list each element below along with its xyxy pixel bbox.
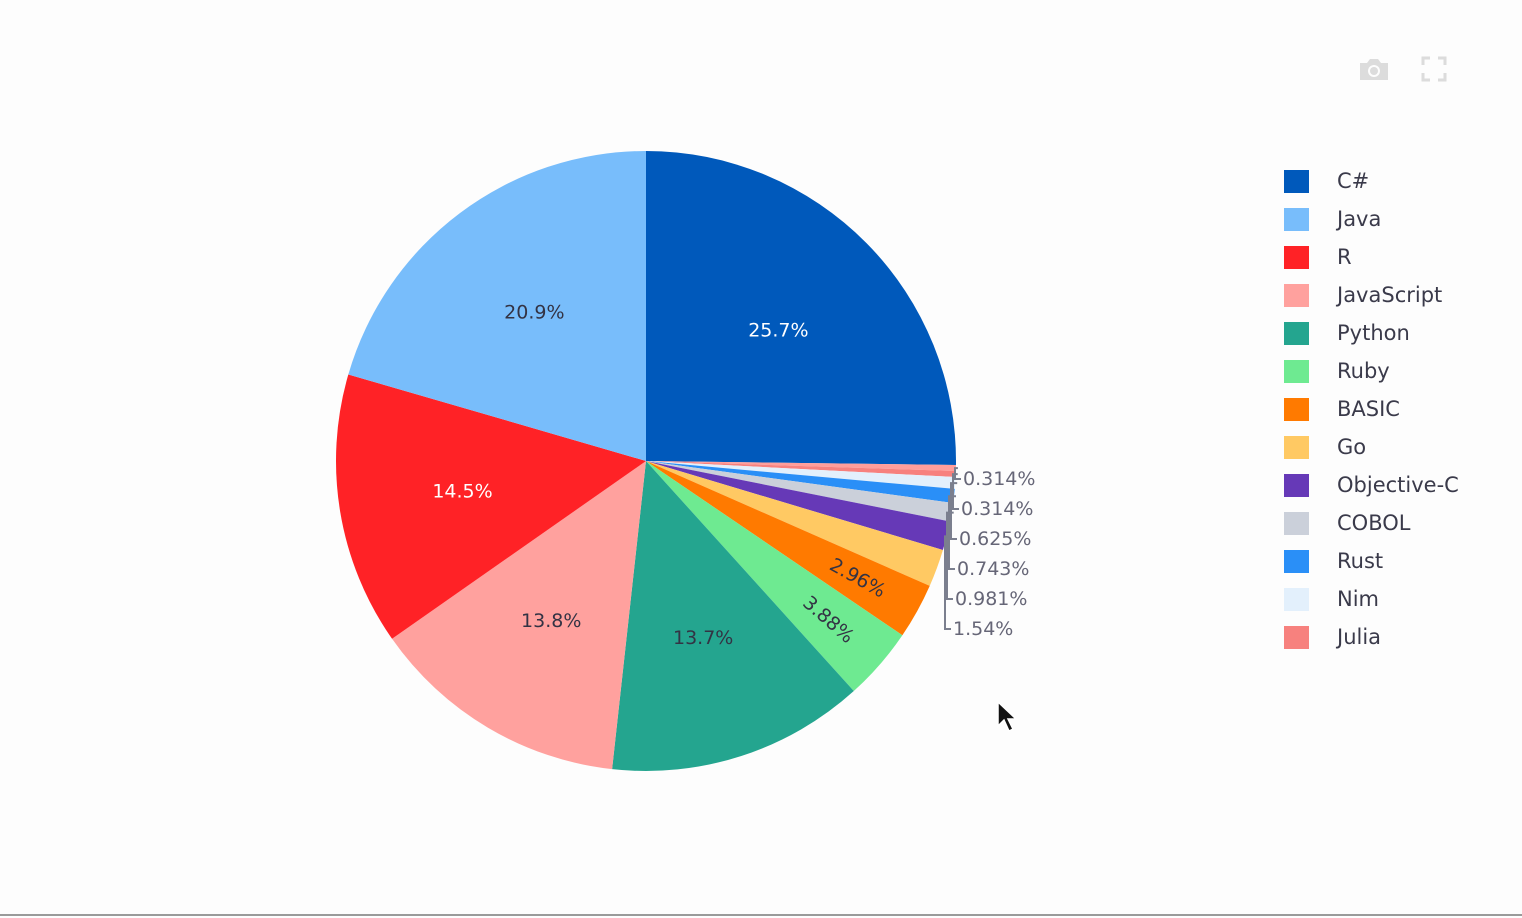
legend-item-c-[interactable]: C# (1284, 162, 1369, 200)
leader-line (946, 511, 954, 600)
slice-label-outside: 1.54% (953, 618, 1013, 640)
leader-line (944, 535, 951, 630)
legend-swatch (1284, 473, 1309, 497)
pie-slice-javascript[interactable] (392, 461, 646, 770)
pie-slice-nim[interactable] (646, 461, 956, 489)
slice-label-outside: 0.625% (959, 528, 1031, 550)
pie-slice-javascript[interactable] (646, 461, 956, 472)
leader-line (950, 482, 958, 540)
legend-item-ruby[interactable]: Ruby (1284, 352, 1390, 390)
fullscreen-button[interactable] (1417, 53, 1451, 85)
legend-item-objective-c[interactable]: Objective-C (1284, 466, 1459, 504)
legend-item-basic[interactable]: BASIC (1284, 390, 1400, 428)
legend-label: Python (1337, 321, 1410, 345)
outside-labels: 0.314% 0.314% 0.625% 0.743% 0.981% 1.54% (944, 467, 1035, 640)
legend-label: Go (1337, 435, 1367, 459)
legend-label: JavaScript (1337, 283, 1443, 307)
legend-swatch (1284, 435, 1309, 459)
pie-slice-go[interactable] (646, 461, 943, 586)
pie-slice-ruby[interactable] (646, 461, 903, 692)
legend-swatch (1284, 625, 1309, 649)
slice-label: 13.8% (521, 610, 581, 632)
legend-swatch (1284, 587, 1309, 611)
legend-swatch (1284, 359, 1309, 383)
legend-item-python[interactable]: Python (1284, 314, 1410, 352)
legend-item-rust[interactable]: Rust (1284, 542, 1383, 580)
legend-swatch (1284, 245, 1309, 269)
slice-label-outside: 0.314% (963, 468, 1035, 490)
legend-label: COBOL (1337, 511, 1411, 535)
pie-slices (335, 151, 957, 772)
leader-line (948, 495, 957, 570)
slice-label: 25.7% (748, 319, 808, 341)
bottom-divider (0, 914, 1522, 916)
mouse-cursor-icon (997, 700, 1018, 733)
pie-slice-julia[interactable] (646, 461, 956, 478)
legend-label: Ruby (1337, 359, 1390, 383)
legend-item-go[interactable]: Go (1284, 428, 1366, 466)
pie-slice-c-[interactable] (646, 151, 957, 466)
slice-label-outside: 0.981% (955, 588, 1027, 610)
legend-swatch (1284, 169, 1309, 193)
legend-item-julia[interactable]: Julia (1284, 618, 1381, 656)
legend-label: Java (1337, 207, 1382, 231)
legend-swatch (1284, 283, 1309, 307)
pie-slice-python[interactable] (612, 461, 854, 772)
slice-label-outside: 0.743% (957, 558, 1029, 580)
legend-swatch (1284, 321, 1309, 345)
legend-item-cobol[interactable]: COBOL (1284, 504, 1410, 542)
pie-slice-cobol[interactable] (646, 461, 954, 522)
pie-slice-rust[interactable] (646, 461, 955, 504)
legend-label: R (1337, 245, 1352, 269)
legend-label: Julia (1337, 625, 1382, 649)
legend-swatch (1284, 207, 1309, 231)
slice-label: 13.7% (673, 627, 733, 649)
legend-label: Objective-C (1337, 473, 1459, 497)
pie-slice-r[interactable] (335, 374, 646, 639)
legend-item-nim[interactable]: Nim (1284, 580, 1379, 618)
pie-slice-objective-c[interactable] (646, 461, 951, 551)
legend-label: BASIC (1337, 397, 1400, 421)
legend-item-javascript[interactable]: JavaScript (1284, 276, 1442, 314)
slice-label: 20.9% (504, 301, 564, 323)
download-plot-button[interactable] (1357, 53, 1391, 85)
legend-label: C# (1337, 169, 1370, 193)
legend-swatch (1284, 511, 1309, 535)
camera-icon (1360, 59, 1388, 80)
leader-line (952, 473, 959, 510)
fullscreen-icon (1421, 56, 1447, 82)
legend-swatch (1284, 397, 1309, 421)
slice-label-outside: 0.314% (961, 498, 1033, 520)
pie-slice-java[interactable] (348, 151, 646, 461)
pie-slice-basic[interactable] (646, 461, 930, 636)
legend-label: Nim (1337, 587, 1379, 611)
pie-chart: 25.7%2.96%3.88%13.7%13.8%14.5%20.9% 0.31… (335, 151, 1035, 772)
legend-swatch (1284, 549, 1309, 573)
legend-label: Rust (1337, 549, 1384, 573)
slice-label: 14.5% (432, 480, 492, 502)
legend-item-r[interactable]: R (1284, 238, 1352, 276)
legend-item-java[interactable]: Java (1284, 200, 1381, 238)
